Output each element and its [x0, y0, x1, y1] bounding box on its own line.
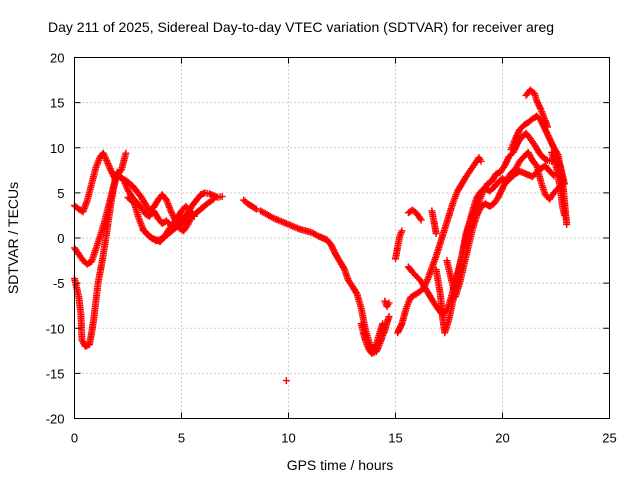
- grid: [74, 57, 610, 419]
- data-marker: [208, 196, 216, 204]
- data-point: [218, 192, 226, 200]
- data-marker: [532, 160, 540, 168]
- series-track-s: [381, 297, 393, 311]
- series-track-q: [404, 206, 425, 224]
- data-point: [398, 227, 406, 235]
- series-track-n: [522, 86, 551, 131]
- data-point: [417, 216, 425, 224]
- y-axis-label: SDTVAR / TECUs: [5, 182, 21, 294]
- data-point: [477, 157, 485, 165]
- series-track-j: [404, 162, 558, 319]
- series-track-p: [392, 227, 406, 263]
- x-axis-label: GPS time / hours: [287, 457, 394, 473]
- data-marker: [397, 321, 405, 329]
- data-point: [543, 123, 551, 131]
- chart-title: Day 211 of 2025, Sidereal Day-to-day VTE…: [48, 19, 554, 35]
- plot-frame: [74, 57, 610, 419]
- data-marker: [352, 289, 360, 297]
- x-tick-label: 25: [602, 431, 616, 446]
- series-track-c: [71, 168, 196, 350]
- series-track-o: [548, 148, 569, 219]
- y-tick-label: -15: [46, 366, 65, 381]
- y-tick-label: -10: [46, 321, 65, 336]
- series-track-a: [71, 149, 226, 231]
- data-point: [210, 195, 218, 203]
- x-tick-label: 0: [71, 431, 78, 446]
- x-tick-label: 15: [388, 431, 402, 446]
- data-point: [78, 336, 86, 344]
- data-point: [432, 229, 440, 237]
- data-point: [252, 205, 260, 213]
- data-point: [122, 149, 130, 157]
- y-tick-label: 5: [57, 186, 64, 201]
- data-point: [282, 377, 290, 385]
- data-point: [563, 220, 571, 228]
- axis-ticks: 0 5 10 15 20 25 -20 -15 -10 -5 0 5 10 15 20: [46, 51, 617, 446]
- data-marker: [339, 263, 347, 271]
- series-track-l: [443, 148, 566, 301]
- y-tick-label: 20: [50, 51, 64, 66]
- data-point: [379, 320, 387, 328]
- data-marker: [416, 214, 424, 222]
- series-track-e: [139, 195, 218, 245]
- y-tick-label: -5: [53, 276, 65, 291]
- data-points: [71, 86, 571, 385]
- x-tick-label: 10: [281, 431, 295, 446]
- data-point: [385, 313, 393, 321]
- series-track-f: [240, 196, 260, 213]
- data-point: [561, 211, 569, 219]
- y-tick-label: 0: [57, 231, 64, 246]
- series-track-i: [394, 154, 485, 337]
- data-marker: [536, 104, 544, 112]
- data-marker: [79, 338, 87, 346]
- series-track-r: [428, 207, 440, 237]
- y-tick-label: 15: [50, 96, 64, 111]
- series-track-h: [357, 320, 387, 358]
- data-marker: [251, 204, 259, 212]
- data-marker: [268, 213, 276, 221]
- series-track-k: [432, 129, 569, 337]
- y-tick-label: -20: [46, 412, 65, 427]
- x-tick-label: 5: [178, 431, 185, 446]
- data-point: [385, 299, 393, 307]
- data-marker: [542, 155, 550, 163]
- series-track-t: [282, 377, 290, 385]
- series-track-g: [257, 207, 393, 357]
- x-tick-label: 20: [495, 431, 509, 446]
- y-tick-label: 10: [50, 141, 64, 156]
